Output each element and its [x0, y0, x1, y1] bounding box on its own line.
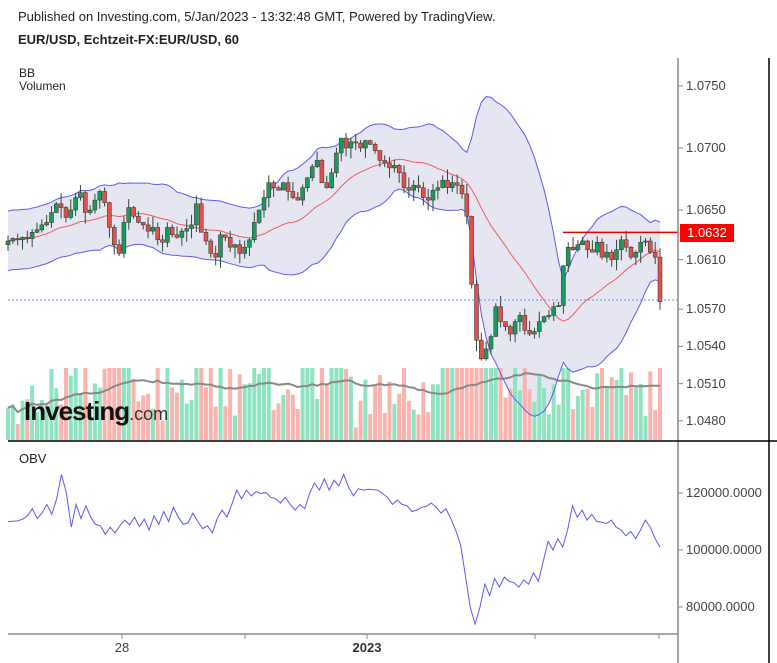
- price-tick-label: 1.0480: [686, 412, 726, 428]
- obv-line: [7, 473, 661, 626]
- main-legend: BB Volumen: [19, 67, 66, 93]
- candles: [5, 133, 663, 361]
- price-tick-label: 1.0540: [686, 338, 726, 354]
- obv-tick-label: 80000.0000: [686, 599, 755, 614]
- time-tick-label: 28: [114, 640, 130, 655]
- bb-basis: [7, 158, 661, 322]
- obv-legend[interactable]: OBV: [19, 451, 47, 466]
- obv-tick-label: 120000.0000: [686, 485, 762, 500]
- price-tick-label: 1.0570: [686, 301, 726, 317]
- price-tick-label: 1.0650: [686, 202, 726, 217]
- volume-bars: [6, 368, 662, 440]
- price-tick-label: 1.0610: [686, 251, 726, 267]
- time-tick-label: 2023: [352, 640, 382, 655]
- obv-tick-label: 100000.0000: [686, 542, 762, 557]
- bb-upper: [7, 96, 661, 282]
- chart-title: EUR/USD, Echtzeit-FX:EUR/USD, 60: [18, 32, 240, 47]
- price-tick-label: 1.0510: [686, 375, 726, 391]
- price-tick-label: 1.0700: [686, 140, 726, 155]
- logo-suffix: .com: [129, 404, 169, 424]
- price-pane[interactable]: [5, 96, 663, 440]
- investing-logo: Investing.com: [24, 396, 168, 427]
- legend-volume[interactable]: Volumen: [19, 79, 66, 93]
- price-tick-label: 1.0750: [686, 78, 726, 93]
- volume-ma-line: [7, 372, 660, 414]
- published-info: Published on Investing.com, 5/Jan/2023 -…: [18, 9, 496, 24]
- last-price-tag: 1.0632: [680, 224, 734, 242]
- legend-bb[interactable]: BB: [19, 66, 36, 80]
- logo-main: Investing: [24, 396, 130, 426]
- bb-lower: [7, 188, 661, 417]
